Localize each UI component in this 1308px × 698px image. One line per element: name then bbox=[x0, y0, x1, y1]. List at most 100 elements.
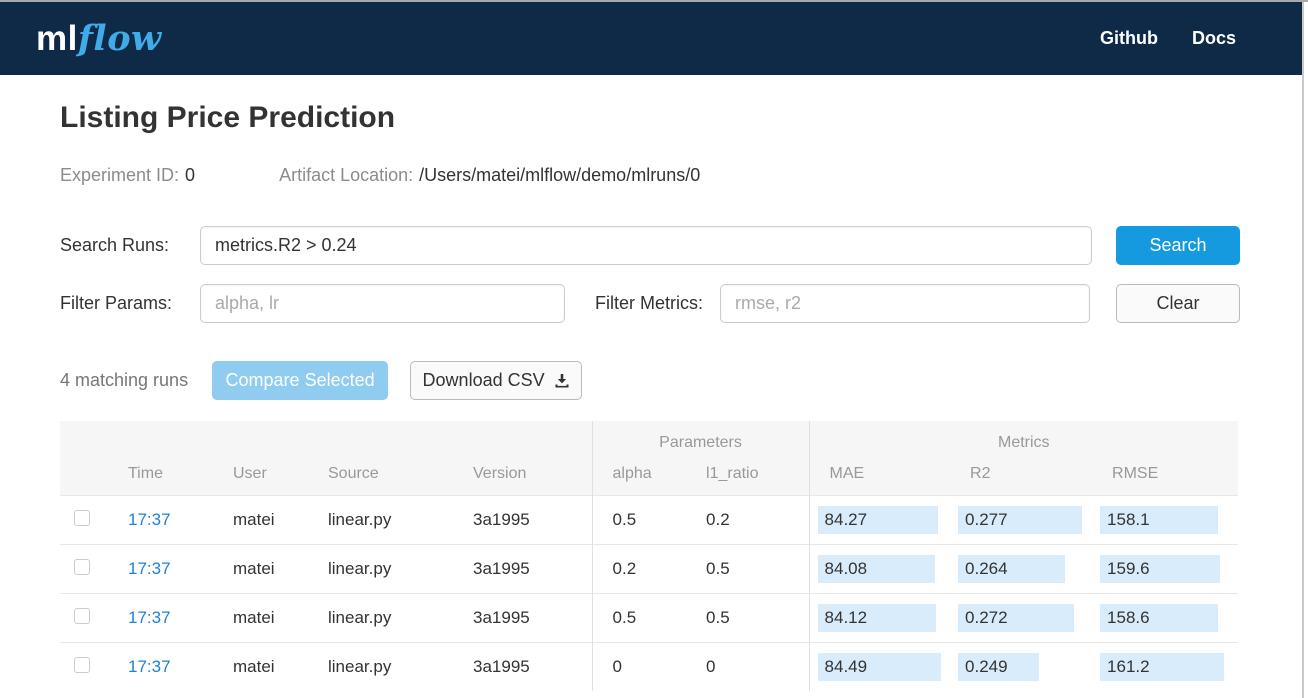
logo-ml: ml bbox=[36, 19, 78, 58]
table-column-header-row: Time User Source Version alpha l1_ratio … bbox=[60, 453, 1239, 496]
window-scrollbar-rail[interactable] bbox=[1302, 2, 1304, 698]
column-header-version[interactable]: Version bbox=[453, 453, 593, 496]
metric-r2-cell: 0.249 bbox=[950, 642, 1093, 691]
metric-mae-bar: 84.08 bbox=[817, 555, 935, 583]
run-user-cell: matei bbox=[213, 495, 308, 545]
run-version-cell: 3a1995 bbox=[453, 495, 593, 545]
run-user-cell: matei bbox=[213, 642, 308, 691]
nav-link-github[interactable]: Github bbox=[1100, 28, 1158, 48]
metric-rmse-cell: 158.1 bbox=[1092, 495, 1239, 545]
run-version-cell: 3a1995 bbox=[453, 593, 593, 643]
runs-table: Parameters Metrics Time User Source Vers… bbox=[60, 421, 1239, 691]
table-row: 17:37 matei linear.py 3a1995 0 0 84.49 0.249 161… bbox=[60, 642, 1239, 691]
metric-rmse-cell: 159.6 bbox=[1092, 544, 1239, 594]
actions-row: 4 matching runs Compare Selected Downloa… bbox=[60, 361, 1240, 400]
metric-r2-bar: 0.272 bbox=[958, 604, 1074, 632]
run-time-link[interactable]: 17:37 bbox=[128, 657, 171, 676]
column-header-time[interactable]: Time bbox=[108, 453, 213, 496]
run-time-link[interactable]: 17:37 bbox=[128, 510, 171, 529]
run-time-cell: 17:37 bbox=[108, 495, 213, 545]
search-runs-label: Search Runs: bbox=[60, 235, 170, 255]
column-header-r2[interactable]: R2 bbox=[950, 453, 1093, 496]
column-header-checkbox bbox=[60, 453, 108, 496]
metric-mae-bar: 84.49 bbox=[817, 653, 941, 681]
run-user-cell: matei bbox=[213, 544, 308, 594]
column-header-source[interactable]: Source bbox=[308, 453, 453, 496]
metric-r2-bar: 0.277 bbox=[958, 506, 1082, 534]
run-time-link[interactable]: 17:37 bbox=[128, 608, 171, 627]
run-source-cell: linear.py bbox=[308, 593, 453, 643]
column-header-mae[interactable]: MAE bbox=[808, 453, 951, 496]
table-row: 17:37 matei linear.py 3a1995 0.5 0.5 84.12 0.27… bbox=[60, 593, 1239, 643]
filter-row: Filter Params: Filter Metrics: Clear bbox=[60, 284, 1240, 323]
compare-selected-button[interactable]: Compare Selected bbox=[212, 361, 389, 400]
logo-flow: flow bbox=[77, 18, 162, 59]
search-runs-input[interactable] bbox=[200, 226, 1092, 265]
metric-rmse-bar: 158.6 bbox=[1100, 604, 1219, 632]
column-header-alpha[interactable]: alpha bbox=[591, 453, 687, 496]
column-header-rmse[interactable]: RMSE bbox=[1092, 453, 1239, 496]
row-checkbox[interactable] bbox=[74, 607, 90, 624]
param-alpha-cell: 0.5 bbox=[591, 593, 687, 643]
param-l1-ratio-cell: 0.5 bbox=[686, 544, 810, 594]
header-nav: Github Docs bbox=[1100, 28, 1236, 49]
metric-r2-bar: 0.249 bbox=[958, 653, 1039, 681]
artifact-location-value: /Users/matei/mlflow/demo/mlruns/0 bbox=[419, 165, 701, 185]
table-group-header-row: Parameters Metrics bbox=[60, 421, 1239, 453]
experiment-meta: Experiment ID: 0 Artifact Location: /Use… bbox=[60, 165, 1240, 186]
matching-runs-count: 4 matching runs bbox=[60, 370, 189, 390]
main-content: Listing Price Prediction Experiment ID: … bbox=[0, 101, 1308, 691]
group-header-spacer bbox=[60, 421, 593, 453]
row-checkbox[interactable] bbox=[74, 656, 90, 673]
artifact-location-label: Artifact Location: bbox=[279, 165, 414, 185]
metric-rmse-cell: 158.6 bbox=[1092, 593, 1239, 643]
run-user-cell: matei bbox=[213, 593, 308, 643]
runs-tbody: 17:37 matei linear.py 3a1995 0.5 0.2 84.27 0.27… bbox=[60, 495, 1239, 691]
row-checkbox[interactable] bbox=[74, 558, 90, 575]
filter-params-label: Filter Params: bbox=[60, 293, 173, 313]
download-csv-button[interactable]: Download CSV bbox=[410, 361, 583, 400]
clear-button[interactable]: Clear bbox=[1116, 284, 1240, 323]
metric-rmse-bar: 159.6 bbox=[1100, 555, 1220, 583]
run-version-cell: 3a1995 bbox=[453, 642, 593, 691]
search-button[interactable]: Search bbox=[1116, 226, 1240, 265]
download-csv-label: Download CSV bbox=[422, 370, 545, 390]
run-source-cell: linear.py bbox=[308, 495, 453, 545]
experiment-id-label: Experiment ID: bbox=[60, 165, 180, 185]
table-row: 17:37 matei linear.py 3a1995 0.5 0.2 84.27 0.27… bbox=[60, 495, 1239, 545]
nav-link-docs[interactable]: Docs bbox=[1191, 28, 1236, 48]
table-row: 17:37 matei linear.py 3a1995 0.2 0.5 84.08 0.26… bbox=[60, 544, 1239, 594]
metric-rmse-bar: 158.1 bbox=[1100, 506, 1219, 534]
group-header-metrics: Metrics bbox=[808, 421, 1239, 453]
page-title: Listing Price Prediction bbox=[60, 101, 396, 134]
app-header: mlflow Github Docs bbox=[0, 2, 1302, 75]
experiment-id: Experiment ID: 0 bbox=[60, 165, 195, 186]
metric-mae-cell: 84.27 bbox=[808, 495, 951, 545]
metric-r2-cell: 0.264 bbox=[950, 544, 1093, 594]
metric-rmse-bar: 161.2 bbox=[1100, 653, 1224, 681]
filter-metrics-input[interactable] bbox=[720, 284, 1090, 323]
row-checkbox-cell bbox=[60, 495, 108, 545]
row-checkbox-cell bbox=[60, 642, 108, 691]
param-alpha-cell: 0.5 bbox=[591, 495, 687, 545]
row-checkbox[interactable] bbox=[74, 509, 90, 526]
column-header-user[interactable]: User bbox=[213, 453, 308, 496]
column-header-l1-ratio[interactable]: l1_ratio bbox=[686, 453, 810, 496]
metric-mae-cell: 84.49 bbox=[808, 642, 951, 691]
search-row: Search Runs: Search bbox=[60, 226, 1240, 265]
metric-r2-cell: 0.277 bbox=[950, 495, 1093, 545]
param-alpha-cell: 0.2 bbox=[591, 544, 687, 594]
run-time-cell: 17:37 bbox=[108, 544, 213, 594]
param-l1-ratio-cell: 0.5 bbox=[686, 593, 810, 643]
group-header-parameters: Parameters bbox=[591, 421, 810, 453]
artifact-location: Artifact Location: /Users/matei/mlflow/d… bbox=[279, 165, 700, 186]
run-time-link[interactable]: 17:37 bbox=[128, 559, 171, 578]
param-l1-ratio-cell: 0.2 bbox=[686, 495, 810, 545]
metric-mae-bar: 84.27 bbox=[817, 506, 939, 534]
metric-mae-bar: 84.12 bbox=[817, 604, 936, 632]
mlflow-logo[interactable]: mlflow bbox=[36, 18, 162, 59]
param-alpha-cell: 0 bbox=[591, 642, 687, 691]
row-checkbox-cell bbox=[60, 593, 108, 643]
run-source-cell: linear.py bbox=[308, 544, 453, 594]
filter-params-input[interactable] bbox=[200, 284, 565, 323]
